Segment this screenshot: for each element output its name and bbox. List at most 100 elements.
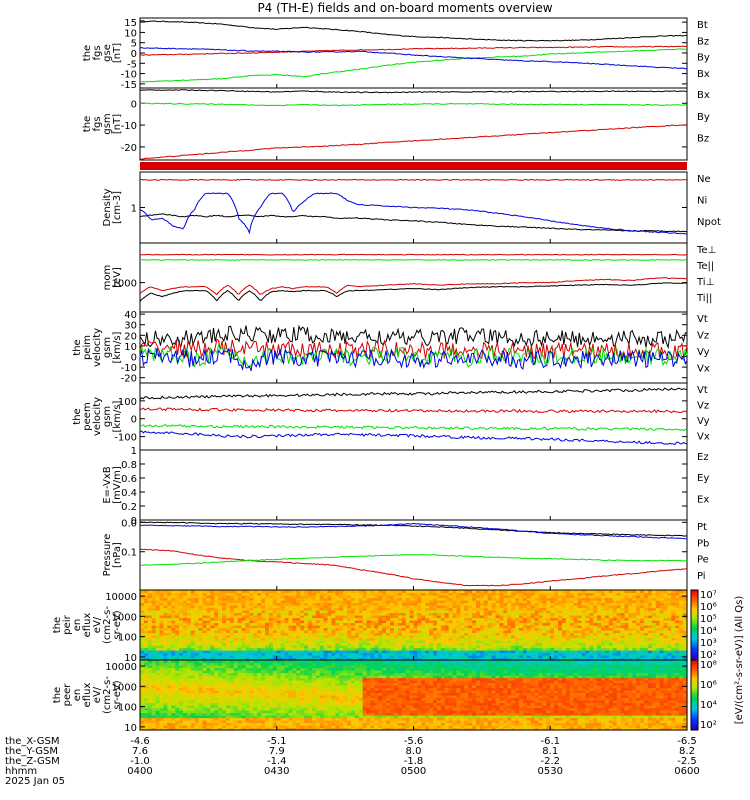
series-te|| [139,259,688,261]
footer-tick-value: 0500 [401,766,426,777]
y-tick-label: 10 [124,723,137,734]
footer-row-label: the_Z-GSM [5,756,60,767]
series-bt [139,20,688,42]
y-tick-label: -10 [121,363,137,374]
footer-tick-value: 7.6 [132,746,148,757]
y-axis-label: the [52,687,63,703]
y-axis-label: mom [102,265,113,291]
legend-bx: Bx [697,90,710,101]
panel-frame [139,87,688,161]
panel-pressure: 0.1 0.0 Pressure [nPa] Pt Pb Pe Pi [102,518,709,591]
y-axis-label: gsm [102,406,113,427]
y-tick-label: 1000 [112,279,137,290]
series-ni [139,213,688,233]
panel-frame [139,382,688,451]
y-axis-label: peir [62,614,73,634]
y-axis-label: en [72,619,83,632]
legend-vt: Vt [697,385,708,396]
y-tick-label: 30 [124,321,137,332]
series-ti|| [139,282,688,302]
y-tick-label: 10000 [105,662,137,673]
y-axis-label: [nPa] [112,542,123,568]
legend-pe: Pe [697,555,709,566]
legend-ti||: Ti|| [696,293,712,304]
series-ti⊥ [139,277,688,296]
legend-vz: Vz [697,331,709,342]
legend-bz: Bz [697,36,709,47]
footer-tick-value: -4.6 [130,736,150,747]
legend-by: By [697,112,710,123]
y-tick-label: 100 [118,633,137,644]
y-axis-label: fgs [92,116,103,131]
y-axis-label: sr-eV) [112,680,123,709]
series-bz [139,124,687,160]
spectrogram-peir-en-eflux [140,590,688,661]
y-tick-label: 0 [131,415,137,426]
series-bz [139,45,688,56]
y-axis-label: (cm2-s- [102,676,113,714]
series-npot [139,192,688,235]
series-vx [139,347,688,372]
y-tick-label: 0 [131,99,137,110]
y-tick-label: 1000 [112,612,137,623]
footer-row-label: the_Y-GSM [5,746,58,757]
y-axis-label: [km/s] [112,331,123,363]
footer-tick-value: -2.2 [540,756,560,767]
footer-tick-value: 8.2 [679,746,695,757]
legend-vy: Vy [697,347,710,358]
footer-row-label: hhmm [5,766,37,777]
footer-tick-value: 0600 [674,766,699,777]
y-axis-label: peim [82,335,93,360]
y-axis-label: [eV] [112,267,123,288]
series-pi [139,522,688,540]
series-vt [139,387,688,400]
panel-efield: 1 0.8 0.6 0.4 0.2 0 E=-VxB [mV/m] Ez Ey Ex [102,446,709,527]
legend-vx: Vx [697,364,710,375]
y-tick-label: 0.1 [121,548,137,559]
colorbar-tick-label: 10⁶ [700,602,717,613]
legend-bt: Bt [697,20,708,31]
colorbar-label: [eV/(cm²-s-sr-eV)] (All Qs) [734,596,745,725]
y-tick-label: 0.0 [121,518,137,529]
y-tick-label: 0.2 [121,502,137,513]
legend-te⊥: Te⊥ [696,245,716,256]
series-pe [139,553,688,566]
series-ne [139,178,688,181]
footer-tick-value: 8.1 [542,746,558,757]
legend-vt: Vt [697,314,708,325]
series-by [139,48,688,83]
y-tick-label: 15 [124,18,137,29]
footer-tick-value: -1.4 [267,756,287,767]
y-axis-label: velocity [92,328,103,367]
colorbar-tick-label: 10⁷ [700,590,717,601]
legend-vy: Vy [697,416,710,427]
plot-title: P4 (TH-E) fields and on-board moments ov… [257,1,552,15]
legend-ni: Ni [697,196,707,207]
legend-te||: Te|| [696,261,714,272]
y-tick-label: -20 [121,143,137,154]
colorbar-tick-label: 10² [700,650,717,661]
footer-tick-value: 0530 [538,766,563,777]
footer-tick-value: 0400 [127,766,152,777]
series-bx [139,46,688,70]
legend-pb: Pb [697,538,709,549]
red-separator-bar [140,162,687,170]
legend-vx: Vx [697,432,710,443]
y-axis-label: eflux [82,613,93,638]
legend-bx: Bx [697,69,710,80]
y-axis-label: Density [102,188,113,226]
y-tick-label: 1 [131,446,137,457]
y-tick-label: -10 [121,70,137,81]
y-tick-label: 0 [131,353,137,364]
series-vz [139,407,688,414]
legend-ey: Ey [697,473,709,484]
y-axis-label: sr-eV) [112,610,123,639]
y-tick-label: 1 [131,204,137,215]
footer-tick-value: -6.1 [540,736,560,747]
footer-tick-value: 7.9 [269,746,285,757]
y-tick-label: 40 [124,310,137,321]
